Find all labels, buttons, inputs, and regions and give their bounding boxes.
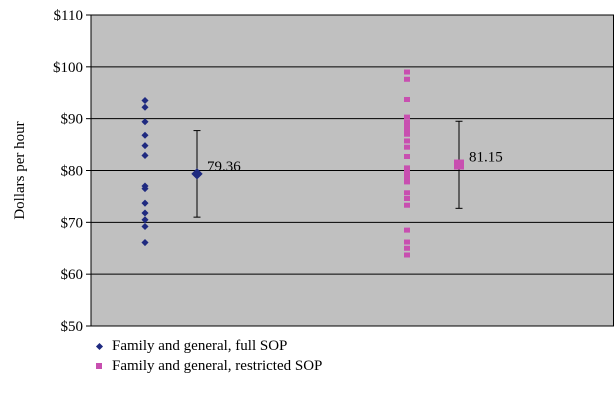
legend-label-restricted-sop: Family and general, restricted SOP xyxy=(112,357,323,374)
y-tick-label: $80 xyxy=(61,164,84,180)
diamond-marker-icon xyxy=(92,342,106,350)
data-point xyxy=(404,239,410,245)
series-2: 81.15 xyxy=(404,69,503,258)
data-point xyxy=(404,252,410,258)
data-point xyxy=(404,170,410,176)
data-point xyxy=(404,165,410,171)
mean-data-label: 81.15 xyxy=(469,150,503,166)
data-point xyxy=(141,103,149,111)
data-point xyxy=(404,96,410,102)
y-tick-label: $60 xyxy=(61,267,84,283)
data-point xyxy=(404,131,410,137)
gridlines xyxy=(91,66,614,275)
legend-label-full-sop: Family and general, full SOP xyxy=(112,337,288,354)
legend-item-full-sop: Family and general, full SOP xyxy=(92,336,322,356)
y-tick-label: $70 xyxy=(61,215,84,231)
y-tick-label: $50 xyxy=(61,319,84,335)
data-point xyxy=(404,202,410,208)
data-point xyxy=(141,239,149,247)
data-point xyxy=(404,114,410,120)
data-point xyxy=(141,151,149,160)
square-marker-icon xyxy=(92,363,106,369)
mean-marker xyxy=(454,159,464,170)
legend-item-restricted-sop: Family and general, restricted SOP xyxy=(92,356,322,376)
y-tick-label: $90 xyxy=(61,112,84,128)
series-1: 79.36 xyxy=(141,96,241,247)
data-point xyxy=(404,69,410,75)
data-point xyxy=(404,123,410,129)
data-point xyxy=(404,195,410,201)
data-point xyxy=(141,216,149,224)
data-point xyxy=(404,138,410,144)
series-group: 79.36 81.15 xyxy=(141,69,503,258)
y-tick-label: $110 xyxy=(54,8,83,24)
mean-data-label: 79.36 xyxy=(207,159,241,175)
y-axis-ticks: $50 $60 $70 $80 $90 $100 $110 xyxy=(53,8,91,335)
data-point xyxy=(404,154,410,160)
data-point xyxy=(141,131,149,139)
data-point xyxy=(404,179,410,185)
y-axis-label: Dollars per hour xyxy=(12,121,28,219)
data-point xyxy=(404,119,410,125)
data-point xyxy=(404,144,410,150)
data-point xyxy=(404,76,410,82)
data-point xyxy=(141,118,149,126)
mean-marker xyxy=(191,168,203,180)
data-point xyxy=(404,190,410,196)
data-point xyxy=(141,209,149,217)
data-point xyxy=(404,245,410,251)
data-point xyxy=(404,227,410,233)
data-point xyxy=(141,96,149,105)
data-point xyxy=(141,185,149,193)
data-point xyxy=(141,199,149,207)
y-tick-label: $100 xyxy=(53,60,83,76)
data-point xyxy=(404,174,410,180)
data-point xyxy=(141,142,149,150)
data-point xyxy=(141,222,149,231)
legend: Family and general, full SOP Family and … xyxy=(92,336,322,376)
data-point xyxy=(404,127,410,133)
